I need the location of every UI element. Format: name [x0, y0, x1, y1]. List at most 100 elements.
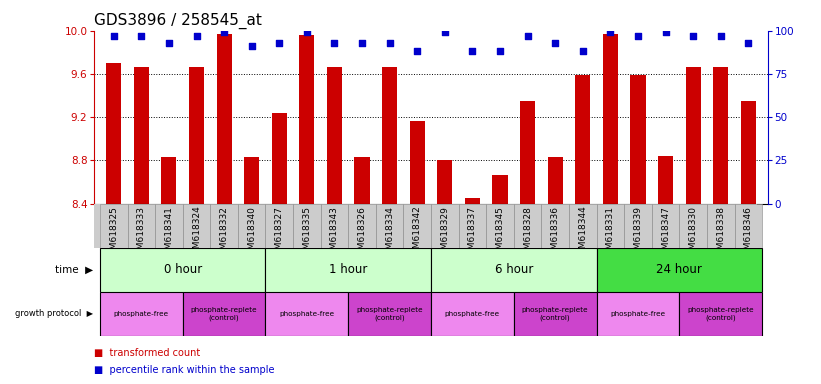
- Bar: [631, 75, 645, 204]
- Bar: [597, 248, 762, 292]
- Text: GSM618328: GSM618328: [523, 206, 532, 261]
- Point: [603, 30, 617, 36]
- Bar: [713, 68, 728, 204]
- Text: GSM618342: GSM618342: [413, 206, 422, 260]
- Text: phosphate-free: phosphate-free: [279, 311, 334, 317]
- Bar: [541, 204, 569, 248]
- Bar: [348, 292, 431, 336]
- Bar: [493, 175, 507, 204]
- Point: [576, 48, 589, 55]
- Point: [521, 33, 534, 39]
- Bar: [100, 204, 127, 248]
- Text: phosphate-replete
(control): phosphate-replete (control): [356, 307, 423, 321]
- Text: 6 hour: 6 hour: [494, 263, 533, 276]
- Bar: [403, 204, 431, 248]
- Point: [355, 40, 369, 46]
- Bar: [238, 204, 265, 248]
- Text: growth protocol  ▶: growth protocol ▶: [16, 310, 94, 318]
- Bar: [272, 113, 287, 204]
- Bar: [327, 68, 342, 204]
- Bar: [100, 292, 183, 336]
- Bar: [679, 204, 707, 248]
- Text: GSM618325: GSM618325: [109, 206, 118, 261]
- Bar: [134, 68, 149, 204]
- Point: [163, 40, 176, 46]
- Text: GSM618346: GSM618346: [744, 206, 753, 261]
- Text: GSM618333: GSM618333: [137, 206, 146, 261]
- Bar: [679, 292, 762, 336]
- Text: GSM618324: GSM618324: [192, 206, 201, 260]
- Bar: [597, 204, 624, 248]
- Bar: [183, 204, 210, 248]
- Bar: [548, 157, 562, 204]
- Bar: [321, 204, 348, 248]
- Point: [218, 30, 231, 36]
- Bar: [348, 204, 376, 248]
- Bar: [293, 204, 321, 248]
- Text: GSM618329: GSM618329: [440, 206, 449, 261]
- Bar: [486, 204, 514, 248]
- Text: ■  transformed count: ■ transformed count: [94, 348, 200, 358]
- Bar: [686, 68, 701, 204]
- Point: [245, 43, 259, 49]
- Point: [273, 40, 286, 46]
- Text: ■  percentile rank within the sample: ■ percentile rank within the sample: [94, 365, 275, 375]
- Bar: [189, 68, 204, 204]
- Bar: [438, 160, 452, 204]
- Bar: [707, 204, 735, 248]
- Bar: [465, 198, 480, 204]
- Bar: [300, 35, 314, 204]
- Point: [493, 48, 507, 55]
- Point: [135, 33, 148, 39]
- Point: [108, 33, 121, 39]
- Point: [383, 40, 397, 46]
- Bar: [431, 292, 514, 336]
- Text: phosphate-replete
(control): phosphate-replete (control): [687, 307, 754, 321]
- Text: phosphate-free: phosphate-free: [610, 311, 666, 317]
- Bar: [576, 75, 590, 204]
- Bar: [735, 204, 762, 248]
- Point: [438, 30, 452, 36]
- Bar: [624, 204, 652, 248]
- Text: GSM618337: GSM618337: [468, 206, 477, 261]
- Point: [659, 30, 672, 36]
- Bar: [431, 204, 459, 248]
- Bar: [514, 204, 541, 248]
- Bar: [127, 204, 155, 248]
- Text: GSM618341: GSM618341: [164, 206, 173, 261]
- Bar: [459, 204, 486, 248]
- Text: phosphate-free: phosphate-free: [114, 311, 169, 317]
- Bar: [569, 204, 597, 248]
- Text: 24 hour: 24 hour: [657, 263, 702, 276]
- Bar: [210, 204, 238, 248]
- Bar: [106, 63, 122, 204]
- Text: GSM618338: GSM618338: [716, 206, 725, 261]
- Text: GSM618335: GSM618335: [302, 206, 311, 261]
- Text: phosphate-replete
(control): phosphate-replete (control): [522, 307, 589, 321]
- Text: GSM618343: GSM618343: [330, 206, 339, 261]
- Point: [631, 33, 644, 39]
- Bar: [265, 204, 293, 248]
- Text: GSM618326: GSM618326: [358, 206, 366, 261]
- Text: GSM618327: GSM618327: [275, 206, 284, 261]
- Text: GSM618339: GSM618339: [634, 206, 643, 261]
- Bar: [603, 34, 618, 204]
- Bar: [658, 156, 673, 204]
- Text: GSM618340: GSM618340: [247, 206, 256, 261]
- Bar: [520, 101, 535, 204]
- Point: [466, 48, 479, 55]
- Text: GSM618334: GSM618334: [385, 206, 394, 261]
- Bar: [741, 101, 756, 204]
- Bar: [244, 157, 259, 204]
- Bar: [355, 157, 369, 204]
- Bar: [183, 292, 265, 336]
- Point: [190, 33, 203, 39]
- Bar: [100, 248, 265, 292]
- Text: time  ▶: time ▶: [56, 265, 94, 275]
- Point: [328, 40, 341, 46]
- Text: GSM618331: GSM618331: [606, 206, 615, 261]
- Text: 0 hour: 0 hour: [163, 263, 202, 276]
- Text: GSM618336: GSM618336: [551, 206, 560, 261]
- Point: [300, 30, 314, 36]
- Text: GSM618344: GSM618344: [578, 206, 587, 260]
